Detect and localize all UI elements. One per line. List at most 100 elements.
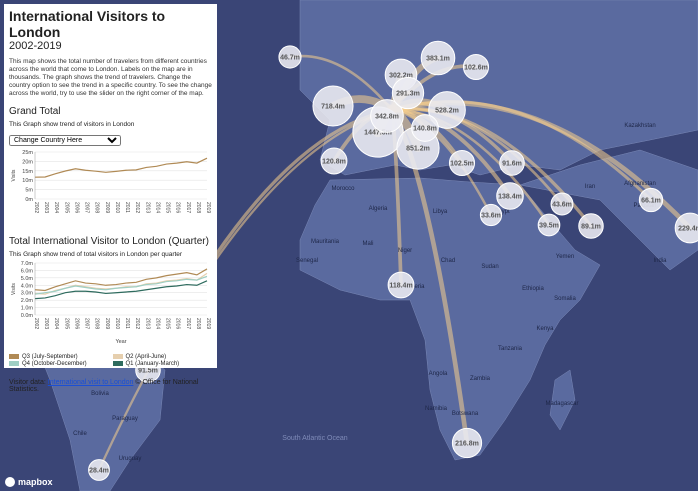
y-tick-label: 4.0m <box>21 283 34 289</box>
x-tick-label: 2008 <box>94 202 100 213</box>
x-tick-label: 2019 <box>205 318 211 329</box>
x-tick-label: 2004 <box>53 202 59 213</box>
x-tick-label: 2003 <box>43 318 49 329</box>
bubble <box>428 91 466 129</box>
bubble-label: 91.5m <box>138 368 158 375</box>
bubble <box>496 182 524 210</box>
place-label: Morocco <box>331 186 355 192</box>
place-label: Chad <box>441 258 455 264</box>
bubble-label: 33.6m <box>481 213 501 220</box>
place-label: Botswana <box>452 411 479 417</box>
x-tick-label: 2004 <box>53 318 59 329</box>
bubble <box>411 114 439 142</box>
y-tick-label: 10m <box>22 178 33 184</box>
place-label: Chile <box>73 431 87 437</box>
x-tick-label: 2005 <box>63 318 69 329</box>
bubble-label: 46.7m <box>280 55 300 62</box>
bubble-label: 229.4m <box>678 226 698 233</box>
info-panel: International Visitors to London 2002-20… <box>4 4 217 393</box>
place-label: Somalia <box>554 296 576 302</box>
bubble <box>320 147 348 175</box>
bubble <box>387 271 415 299</box>
ocean-label: South Atlantic Ocean <box>282 435 347 442</box>
x-tick-label: 2017 <box>185 318 191 329</box>
place-label: Libya <box>433 209 448 215</box>
bubble-label: 43.6m <box>552 202 572 209</box>
place-label: Niger <box>398 248 412 254</box>
bubble <box>537 213 561 237</box>
place-label: Egypt <box>494 209 510 215</box>
country-select[interactable]: Change Country Here <box>9 135 121 146</box>
bubble-label: 528.2m <box>435 108 459 115</box>
y-axis-label: Visits <box>11 283 17 295</box>
place-label: Tanzania <box>498 346 523 352</box>
legend-swatch <box>112 354 123 359</box>
x-tick-label: 2006 <box>73 202 79 213</box>
bubble <box>550 192 574 216</box>
x-tick-label: 2009 <box>104 202 110 213</box>
x-tick-label: 2010 <box>114 202 120 213</box>
bubble <box>451 427 483 459</box>
bubble-label: 216.8m <box>455 441 479 448</box>
flow-arc <box>97 108 394 472</box>
x-tick-label: 2009 <box>104 318 110 329</box>
bubble-label: 851.2m <box>406 146 430 153</box>
footer: Visitor data: International visit to Lon… <box>9 379 212 393</box>
link[interactable]: International visit to London <box>47 379 134 387</box>
x-tick-label: 2008 <box>94 318 100 329</box>
line <box>34 275 208 295</box>
place-label: Afghanistan <box>624 181 656 187</box>
x-tick-label: 2011 <box>124 318 130 329</box>
bubble-label: 118.4m <box>389 283 412 290</box>
place-label: Yemen <box>556 254 574 260</box>
legend-swatch <box>9 354 19 359</box>
bubble-label: 718.4m <box>321 104 345 111</box>
place-label: Angola <box>429 371 448 377</box>
bubble <box>462 53 490 81</box>
legend: Q3 (July-September) Q2 (April-June) Q4 (Oc… <box>9 354 212 367</box>
y-tick-label: 0.0m <box>21 313 34 319</box>
legend-item: Q4 (October-December) <box>9 361 109 367</box>
chart: 0m 5m 10m 15m 20m 25m Visits 2002 2003 2004 2005 20… <box>11 150 211 213</box>
bubble <box>479 203 503 227</box>
bubble <box>370 99 404 133</box>
legend-swatch <box>9 361 19 367</box>
legend-swatch <box>112 361 123 367</box>
x-tick-label: 2011 <box>124 202 130 213</box>
bubble <box>391 76 425 110</box>
x-tick-label: 2010 <box>114 318 120 329</box>
place-label: Madagascar <box>545 401 578 407</box>
place-label: Uruguay <box>119 456 142 462</box>
line <box>34 157 208 178</box>
y-tick-label: 5.0m <box>21 276 34 282</box>
x-tick-label: 2016 <box>175 202 181 213</box>
place-label: Zambia <box>470 376 491 382</box>
legend-item: Q3 (July-September) <box>9 354 109 360</box>
y-tick-label: 3.0m <box>21 291 34 297</box>
legend-label: Q1 (January-March) <box>125 361 180 368</box>
bubble-label: 91.6m <box>502 161 522 168</box>
place-label: Namibia <box>425 406 448 412</box>
x-tick-label: 2018 <box>195 202 201 213</box>
x-tick-label: 2016 <box>175 318 181 329</box>
line <box>34 280 208 300</box>
place-label: Bolivia <box>91 391 109 397</box>
place-label: Mali <box>362 241 373 247</box>
heading: Grand Total <box>9 106 61 117</box>
x-tick-label: 2012 <box>134 202 140 213</box>
y-tick-label: 15m <box>22 169 33 175</box>
x-tick-label: 2019 <box>205 202 211 213</box>
x-tick-label: 2018 <box>195 318 201 329</box>
x-tick-label: 2007 <box>84 202 90 213</box>
footer-text: © Office for National Statistics. <box>9 379 199 394</box>
bubble-label: 291.3m <box>396 91 420 98</box>
bubble <box>674 212 698 244</box>
bubble <box>88 459 110 481</box>
place-label: Kenya <box>536 326 554 332</box>
y-tick-label: 2.0m <box>21 298 34 304</box>
bubble-label: 383.1m <box>426 56 450 63</box>
bubble-label: 140.8m <box>413 126 437 133</box>
bubble-label: 138.4m <box>498 194 522 201</box>
